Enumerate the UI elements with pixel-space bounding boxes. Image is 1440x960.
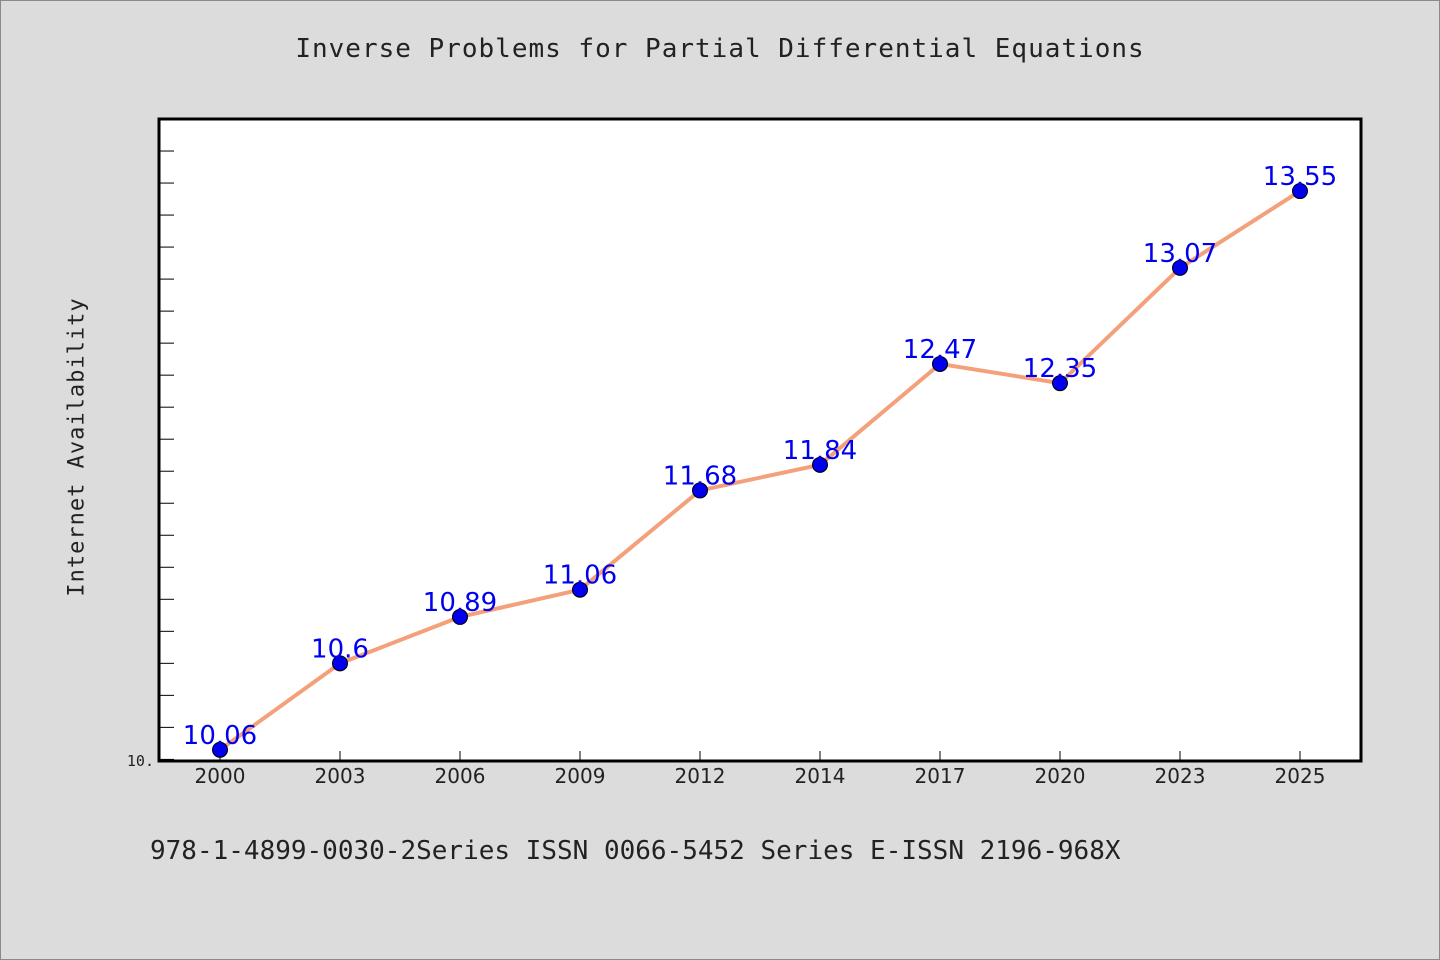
x-tick-label: 2003: [315, 764, 366, 788]
data-point: [572, 581, 588, 598]
chart-title: Inverse Problems for Partial Differentia…: [295, 34, 1145, 64]
data-label: 11.68: [663, 461, 737, 491]
data-point: [452, 608, 468, 625]
data-point: [212, 741, 228, 758]
data-point: [1292, 183, 1308, 200]
x-tick-label: 2023: [1155, 764, 1206, 788]
data-point: [1052, 375, 1068, 392]
series-line: [218, 189, 1302, 752]
x-tick-label: 2014: [795, 764, 846, 788]
x-tick-label: 2017: [915, 764, 966, 788]
x-tick-label: 2000: [195, 764, 246, 788]
data-label: 10.89: [423, 588, 497, 618]
data-label: 11.06: [543, 561, 617, 591]
plot-border: [157, 117, 1363, 763]
data-label: 11.84: [783, 436, 857, 466]
data-markers: [212, 183, 1308, 758]
x-tick-label: 2012: [675, 764, 726, 788]
data-label: 12.47: [903, 335, 977, 365]
data-point: [1172, 259, 1188, 276]
data-point: [812, 456, 828, 473]
y-tick-label: 10.: [127, 752, 154, 770]
x-tick-label: 2009: [555, 764, 606, 788]
data-label: 13.55: [1263, 162, 1337, 192]
x-tick-label: 2006: [435, 764, 486, 788]
y-axis-ticks: [159, 150, 174, 760]
data-point: [332, 655, 348, 672]
data-point: [932, 355, 948, 372]
data-label: 13.07: [1143, 239, 1217, 269]
data-label: 10.06: [183, 721, 257, 751]
footer-isbn-text: 978-1-4899-0030-2Series ISSN 0066-5452 S…: [150, 836, 1121, 866]
x-axis-tick-labels: 2000 2003 2006 2009 2012 2014 2017 2020 2023 2025: [195, 764, 1326, 788]
data-label: 10.6: [311, 634, 369, 664]
data-point: [692, 482, 708, 499]
x-tick-label: 2025: [1275, 764, 1326, 788]
data-labels: 10.06 10.6 10.89 11.06 11.68 11.84 12.47 12.35 1…: [183, 162, 1337, 751]
data-label: 12.35: [1023, 354, 1097, 384]
x-tick-label: 2020: [1035, 764, 1086, 788]
